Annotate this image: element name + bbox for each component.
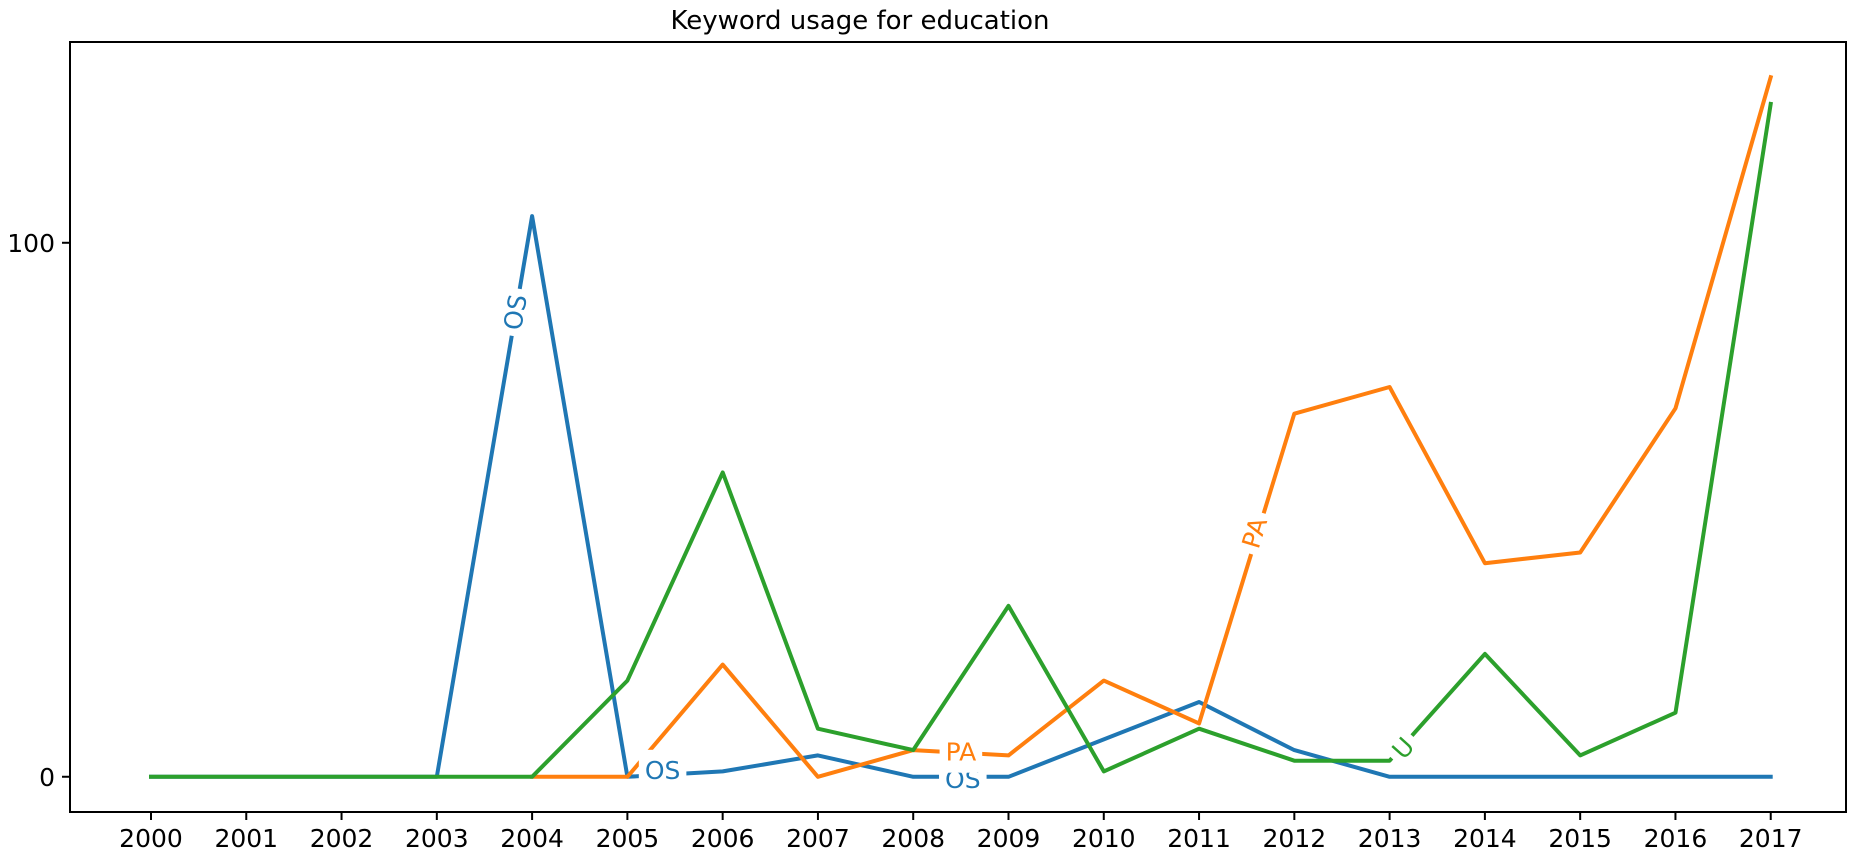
- inline-label-text: OS: [498, 292, 533, 332]
- x-tick-label: 2009: [977, 824, 1041, 853]
- x-tick-label: 2002: [310, 824, 374, 853]
- series-line-PA: [530, 74, 1774, 779]
- x-tick-label: 2015: [1548, 824, 1612, 853]
- x-tick-label: 2011: [1167, 824, 1231, 853]
- series-line-OS: [149, 214, 1773, 779]
- inline-label-group-U-5: U: [1377, 723, 1429, 774]
- axes-spines: [69, 41, 1847, 813]
- x-tick-label: 2004: [500, 824, 564, 853]
- x-tick-label: 2007: [786, 824, 850, 853]
- chart-title: Keyword usage for education: [670, 6, 1049, 36]
- x-tick-label: 2016: [1644, 824, 1708, 853]
- x-tick-label: 2008: [881, 824, 945, 853]
- inline-label-text: OS: [645, 756, 681, 785]
- x-tick-label: 2006: [691, 824, 755, 853]
- inline-label-group-OS-1: OS: [638, 749, 687, 791]
- y-tick-label: 100: [7, 229, 55, 258]
- x-tick-label: 2010: [1072, 824, 1136, 853]
- inline-label-text: PA: [946, 738, 977, 767]
- x-tick-label: 2005: [596, 824, 660, 853]
- x-tick-label: 2000: [119, 824, 183, 853]
- inline-label-bg: [491, 285, 540, 340]
- series-line-U: [149, 101, 1773, 779]
- inline-label-group-OS-0: OS: [491, 285, 540, 340]
- y-tick-label: 0: [39, 763, 55, 792]
- inline-label-bg: [638, 749, 687, 791]
- x-tick-label: 2014: [1453, 824, 1517, 853]
- inline-label-bg: [939, 731, 983, 773]
- x-tick-label: 2017: [1739, 824, 1803, 853]
- x-tick-label: 2012: [1263, 824, 1327, 853]
- x-tick-label: 2001: [214, 824, 278, 853]
- x-tick-label: 2013: [1358, 824, 1422, 853]
- inline-label-group-PA-3: PA: [939, 731, 983, 773]
- plot-area: 2000 2001 2002 2003 2004 2005 2006 2007 2008 2009…: [7, 41, 1847, 853]
- inline-label-bg: [1228, 506, 1281, 560]
- inline-label-group-PA-4: PA: [1228, 506, 1281, 560]
- x-tick-label: 2003: [405, 824, 469, 853]
- inline-label-bg: [1377, 723, 1429, 774]
